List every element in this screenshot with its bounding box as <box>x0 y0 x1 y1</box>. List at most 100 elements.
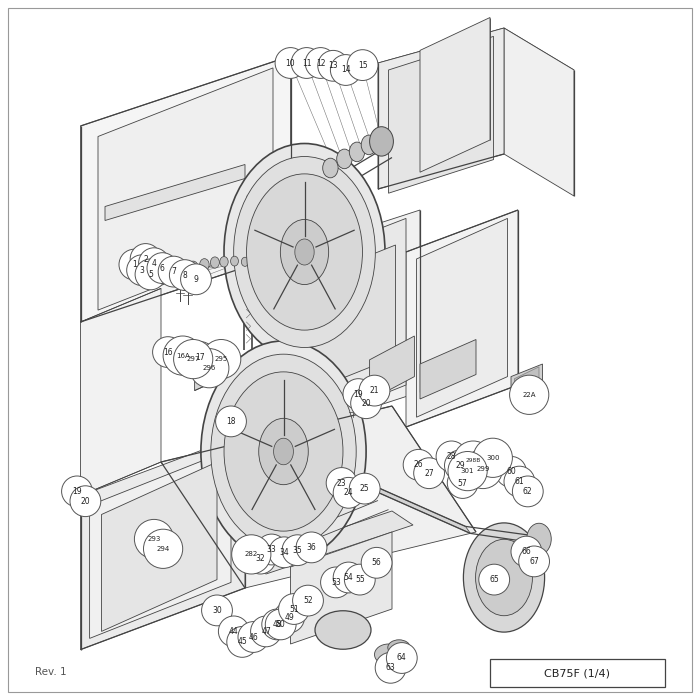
Circle shape <box>321 567 351 598</box>
Ellipse shape <box>241 258 248 267</box>
Text: 11: 11 <box>302 59 312 67</box>
Text: 28: 28 <box>447 452 456 461</box>
Ellipse shape <box>211 353 218 361</box>
Ellipse shape <box>259 419 308 484</box>
Text: 4: 4 <box>152 259 156 267</box>
Ellipse shape <box>526 524 552 554</box>
Ellipse shape <box>374 644 402 665</box>
Text: 67: 67 <box>529 557 539 566</box>
Ellipse shape <box>188 261 198 274</box>
Circle shape <box>174 340 213 379</box>
Text: 15: 15 <box>358 61 368 69</box>
Polygon shape <box>98 68 273 310</box>
Text: 24: 24 <box>344 489 354 497</box>
Polygon shape <box>504 28 574 196</box>
Text: 300: 300 <box>486 455 500 461</box>
Polygon shape <box>195 351 225 391</box>
Circle shape <box>293 585 323 616</box>
Polygon shape <box>90 449 231 638</box>
Text: 8: 8 <box>183 271 187 279</box>
Text: 45: 45 <box>237 638 247 646</box>
Circle shape <box>511 536 542 567</box>
Text: 19: 19 <box>354 390 363 398</box>
Ellipse shape <box>388 640 410 655</box>
Text: 55: 55 <box>355 575 365 584</box>
Circle shape <box>127 255 158 286</box>
Circle shape <box>448 452 487 491</box>
Polygon shape <box>161 406 476 588</box>
Circle shape <box>274 602 304 633</box>
Text: 52: 52 <box>303 596 313 605</box>
Text: 5: 5 <box>148 270 153 279</box>
Polygon shape <box>301 218 406 427</box>
Polygon shape <box>378 28 504 189</box>
Text: 29: 29 <box>455 461 465 470</box>
Circle shape <box>414 458 444 489</box>
Text: 26: 26 <box>414 461 424 469</box>
Ellipse shape <box>178 262 189 274</box>
Polygon shape <box>389 36 494 193</box>
Text: 50: 50 <box>276 620 286 629</box>
Circle shape <box>510 375 549 414</box>
Text: 56: 56 <box>372 559 382 567</box>
Text: 1: 1 <box>132 260 137 269</box>
Circle shape <box>344 564 375 595</box>
Circle shape <box>202 340 241 379</box>
Circle shape <box>447 468 478 498</box>
Ellipse shape <box>463 523 545 632</box>
Text: 47: 47 <box>261 627 271 636</box>
Circle shape <box>326 468 357 498</box>
Text: 293: 293 <box>147 536 161 542</box>
Ellipse shape <box>211 354 356 549</box>
Circle shape <box>361 547 392 578</box>
Ellipse shape <box>475 539 533 616</box>
Text: 22A: 22A <box>522 392 536 398</box>
Text: 66: 66 <box>522 547 531 556</box>
Text: 54: 54 <box>344 573 354 582</box>
Circle shape <box>479 564 510 595</box>
Text: 20: 20 <box>361 399 371 407</box>
Ellipse shape <box>220 256 228 267</box>
Circle shape <box>305 48 336 78</box>
Ellipse shape <box>323 158 338 178</box>
Circle shape <box>333 477 364 508</box>
Circle shape <box>512 476 543 507</box>
Circle shape <box>496 456 526 487</box>
Circle shape <box>343 379 374 410</box>
Ellipse shape <box>207 351 213 358</box>
Text: 48: 48 <box>272 620 282 629</box>
Text: 60: 60 <box>506 468 516 476</box>
Ellipse shape <box>361 135 377 155</box>
Text: 20: 20 <box>80 497 90 505</box>
Circle shape <box>269 537 300 568</box>
Circle shape <box>251 616 281 647</box>
Circle shape <box>256 534 287 565</box>
Ellipse shape <box>234 157 375 347</box>
Text: 61: 61 <box>514 477 524 486</box>
Polygon shape <box>336 469 470 533</box>
Circle shape <box>282 535 313 566</box>
Ellipse shape <box>246 174 363 330</box>
Text: 65: 65 <box>489 575 499 584</box>
Circle shape <box>62 476 92 507</box>
Circle shape <box>454 441 493 480</box>
Circle shape <box>119 249 150 280</box>
Polygon shape <box>420 18 490 172</box>
Polygon shape <box>416 218 508 417</box>
Text: 36: 36 <box>307 543 316 552</box>
Polygon shape <box>102 462 217 631</box>
Circle shape <box>181 264 211 295</box>
Circle shape <box>265 609 296 640</box>
Polygon shape <box>378 28 574 106</box>
Circle shape <box>519 546 550 577</box>
Ellipse shape <box>213 365 218 374</box>
Polygon shape <box>511 364 542 399</box>
Circle shape <box>130 244 161 274</box>
Ellipse shape <box>230 256 239 266</box>
Circle shape <box>330 55 361 85</box>
Circle shape <box>70 486 101 517</box>
Text: 13: 13 <box>328 62 338 70</box>
Circle shape <box>169 260 200 290</box>
Ellipse shape <box>370 127 393 156</box>
Circle shape <box>262 609 293 640</box>
